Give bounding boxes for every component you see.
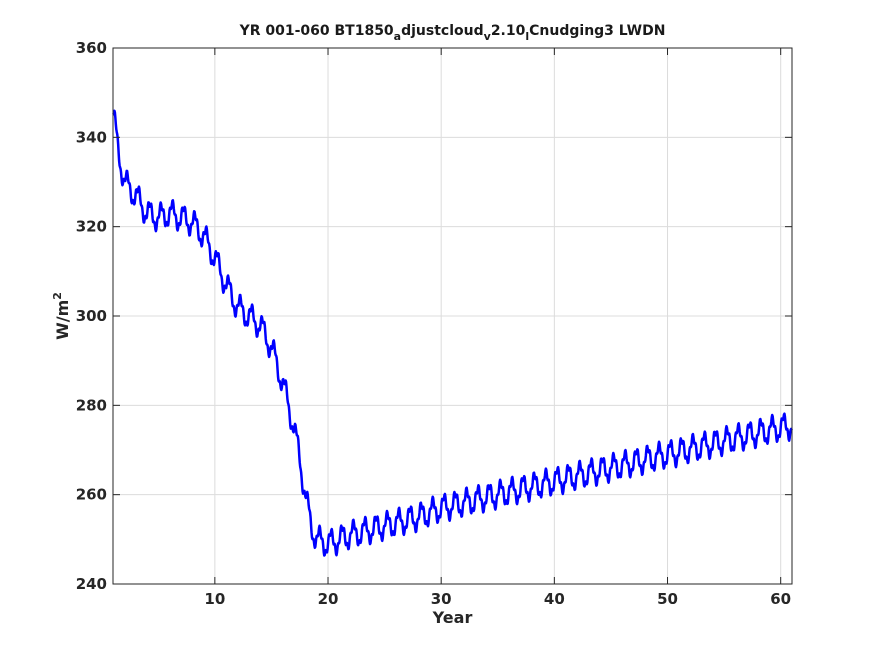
tick-marks [113,47,792,585]
series-line [112,109,793,557]
chart-title-segment: Cnudging3 LWDN [529,23,665,39]
x-tick-labels: 10 20 30 40 50 60 [204,590,791,608]
y-tick-labels: 240 260 280 300 320 340 360 [76,39,107,593]
x-tick-label: 40 [544,590,565,608]
chart-title-segment: v [484,30,492,43]
y-axis-label-base: W/m [53,300,72,340]
y-tick-label: 260 [76,486,107,504]
chart-title-segment: a [394,30,401,43]
x-tick-label: 30 [431,590,452,608]
series-layer [112,109,793,557]
chart-title-segment: YR 001-060 BT1850 [239,23,394,39]
y-axis-label: W/m2 [51,292,72,340]
y-tick-label: 280 [76,396,107,414]
x-tick-label: 20 [318,590,339,608]
y-tick-label: 340 [76,128,107,146]
x-axis-label: Year [432,608,473,627]
y-axis-label-sup: 2 [51,292,64,300]
chart-title-segment: djustcloud [401,23,484,39]
x-tick-label: 60 [770,590,791,608]
chart-title-segment: l [525,30,529,43]
x-tick-label: 10 [204,590,225,608]
chart-title-segment: 2.10 [491,23,526,39]
chart-title: YR 001-060 BT1850adjustcloudv2.10lCnudgi… [239,23,666,43]
x-tick-label: 50 [657,590,678,608]
y-tick-label: 300 [76,307,107,325]
y-tick-label: 360 [76,39,107,57]
y-tick-label: 320 [76,218,107,236]
y-tick-label: 240 [76,575,107,593]
